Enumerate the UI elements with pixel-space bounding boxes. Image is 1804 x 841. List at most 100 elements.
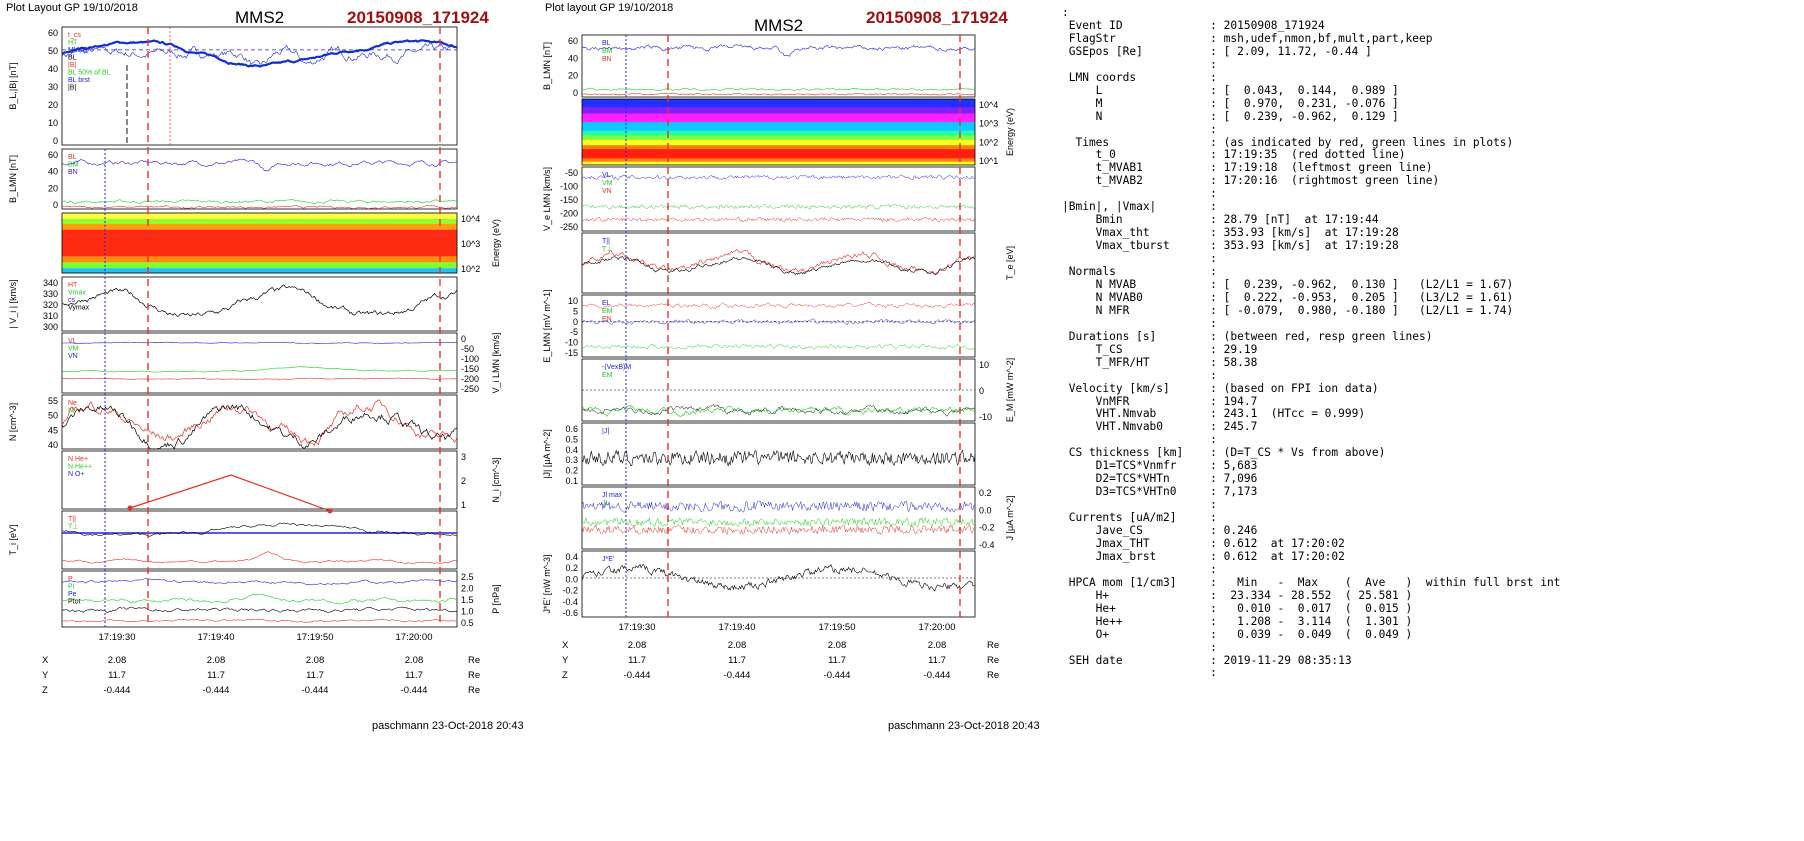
left-coord-unit: Re xyxy=(468,685,480,696)
left-ylabel: Energy (eV) xyxy=(491,219,501,267)
mid-time-tick: 17:19:40 xyxy=(719,622,756,633)
left-tick-label: 0 xyxy=(53,136,58,146)
mid-ylabel: J*E' [nW m^-3] xyxy=(542,555,552,614)
mid-jl-series xyxy=(581,500,975,513)
mid-tick-label: -50 xyxy=(565,168,578,178)
left-tick-label: 0.5 xyxy=(461,618,474,628)
left-coord-value: -0.444 xyxy=(104,685,131,696)
info-line: Event ID : 20150908_171924 xyxy=(1062,18,1325,32)
left-tick-label: 340 xyxy=(43,278,58,288)
mid-el-series xyxy=(581,302,976,310)
mid-ylabel: B_LMN [nT] xyxy=(542,42,552,90)
left-legend-entry: t_cs xyxy=(68,32,81,39)
mid-coord-value: -0.444 xyxy=(824,670,851,681)
mid-tick-label: 60 xyxy=(568,36,578,46)
mid-coord-name: Z xyxy=(562,670,568,681)
left-ylabel: V_i LMN [km/s] xyxy=(491,332,501,393)
left-ne-series xyxy=(61,399,458,447)
info-line: t_MVAB1 : 17:19:18 (leftmost green line) xyxy=(1062,161,1433,175)
left-legend-entry: cs xyxy=(68,297,76,304)
mid-legend-entry: VN xyxy=(602,188,612,195)
left-ylabel: B_L,|B| [nT] xyxy=(8,62,18,109)
mid-panel-9: 0.40.20.0 -0.2-0.4-0.6 J*E' [nW m^-3] J*E' xyxy=(542,550,976,618)
left-panel-frame xyxy=(61,276,458,332)
left-ylabel: T_i [eV] xyxy=(8,524,18,555)
left-legend-entry: T|| xyxy=(68,516,76,523)
mid-tick-label: 0.2 xyxy=(565,466,578,476)
left-tick-label: 10 xyxy=(48,118,58,128)
mid-legend-entry: T⊥ xyxy=(602,246,612,253)
mid-legend-entry: J*E' xyxy=(602,556,614,563)
mid-spacecraft-title: MMS2 xyxy=(754,16,804,35)
left-tick-label: 320 xyxy=(43,300,58,310)
info-line: D3=TCS*VHTn0 : 7,173 xyxy=(1062,485,1258,499)
mid-coord-value: 2.08 xyxy=(728,640,747,651)
left-coord-name: X xyxy=(42,655,49,666)
mid-coord-value: 11.7 xyxy=(928,655,946,666)
mid-tick-label: -15 xyxy=(565,348,578,358)
left-vl-series xyxy=(61,341,458,344)
mid-tick-label: 0.0 xyxy=(979,505,992,515)
info-line: N MVAB0 : [ 0.222, -0.953, 0.205 ] (L3/L… xyxy=(1062,290,1514,304)
left-coord-unit: Re xyxy=(468,670,480,681)
mid-tick-label: -100 xyxy=(560,182,578,192)
mid-panel-7: 0.60.50.40.30.20.1 |J| [μA m^-2] |J| xyxy=(542,422,976,486)
mid-coord-unit: Re xyxy=(987,655,999,666)
mid-tick-label: 0.4 xyxy=(565,552,578,562)
mid-tick-label: 0 xyxy=(979,386,984,396)
left-legend-entry: MVAB xyxy=(68,47,88,54)
mid-je-series xyxy=(581,563,976,592)
left-tick-label: 2 xyxy=(461,476,466,486)
left-b-smooth-series xyxy=(62,39,458,68)
info-line: t_MVAB2 : 17:20:16 (rightmost green line… xyxy=(1062,174,1440,188)
info-line: HPCA mom [1/cm3] : Min - Max ( Ave ) wit… xyxy=(1062,575,1561,589)
left-legend-entry: |B| xyxy=(68,62,76,69)
left-tick-label: 50 xyxy=(48,411,58,421)
mid-tick-label: -0.4 xyxy=(979,540,995,550)
mid-tick-label: -150 xyxy=(560,195,578,205)
left-p-series xyxy=(61,618,458,623)
left-panel-frame xyxy=(61,332,458,394)
left-legend-entry: Ni xyxy=(68,408,75,415)
mid-vem-series xyxy=(581,203,976,210)
mid-tick-label: -250 xyxy=(560,222,578,232)
left-tick-label: 40 xyxy=(48,167,58,177)
mid-legend-entry: EM xyxy=(602,372,613,379)
mid-time-tick: 17:20:00 xyxy=(919,622,956,633)
mid-panel-frame xyxy=(581,232,976,294)
left-tick-label: 1 xyxy=(461,500,466,510)
mid-coord-value: -0.444 xyxy=(724,670,751,681)
info-line: : xyxy=(1062,187,1217,201)
left-bn-series xyxy=(61,204,458,210)
info-line: M : [ 0.970, 0.231, -0.076 ] xyxy=(1062,96,1399,110)
mid-tick-label: 0.0 xyxy=(565,574,578,584)
left-energy-spectrogram xyxy=(62,213,457,274)
info-line: : xyxy=(1062,368,1217,382)
left-coord-value: 11.7 xyxy=(405,670,423,681)
left-panel-frame xyxy=(61,212,458,274)
left-legend-entry: N O+ xyxy=(68,471,85,478)
mid-coord-value: 2.08 xyxy=(928,640,947,651)
mid-ylabel: E_M [mW m^-2] xyxy=(1005,358,1015,422)
left-tick-label: 40 xyxy=(48,440,58,450)
left-tick-label: 45 xyxy=(48,425,58,435)
info-line: t_0 : 17:19:35 (red dotted line) xyxy=(1062,148,1406,162)
mid-coord-name: Y xyxy=(562,655,569,666)
info-line: : xyxy=(1062,498,1217,512)
info-line: T_CS : 29.19 xyxy=(1062,342,1258,356)
left-ylabel: | V_i | [km/s] xyxy=(8,279,18,328)
left-tperp-series xyxy=(61,522,458,537)
info-line: : xyxy=(1062,122,1217,136)
left-tick-label: -100 xyxy=(461,354,479,364)
mid-coord-unit: Re xyxy=(987,640,999,651)
mid-panel-frame xyxy=(581,294,976,358)
left-tick-label: 55 xyxy=(48,396,58,406)
mid-panel-2: 10^4 10^3 10^2 10^1 Energy (eV) xyxy=(581,98,1015,166)
mid-tperp-series xyxy=(581,255,976,276)
info-line: : xyxy=(1062,6,1069,19)
